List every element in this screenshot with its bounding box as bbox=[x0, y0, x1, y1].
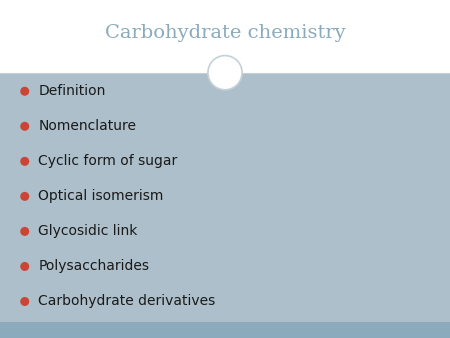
Ellipse shape bbox=[20, 122, 29, 131]
Text: Nomenclature: Nomenclature bbox=[38, 119, 136, 133]
Text: Carbohydrate derivatives: Carbohydrate derivatives bbox=[38, 294, 216, 309]
Ellipse shape bbox=[20, 192, 29, 201]
Text: Optical isomerism: Optical isomerism bbox=[38, 189, 164, 203]
Ellipse shape bbox=[20, 297, 29, 306]
Text: Cyclic form of sugar: Cyclic form of sugar bbox=[38, 154, 177, 168]
Ellipse shape bbox=[20, 262, 29, 271]
Bar bbox=[0, 322, 450, 338]
Text: Definition: Definition bbox=[38, 84, 106, 98]
Ellipse shape bbox=[208, 55, 242, 90]
Bar bbox=[0, 73, 450, 322]
Bar bbox=[0, 0, 450, 73]
Ellipse shape bbox=[20, 227, 29, 236]
Text: Glycosidic link: Glycosidic link bbox=[38, 224, 138, 238]
Ellipse shape bbox=[20, 157, 29, 166]
Ellipse shape bbox=[20, 87, 29, 96]
Text: Carbohydrate chemistry: Carbohydrate chemistry bbox=[105, 24, 345, 42]
Text: Polysaccharides: Polysaccharides bbox=[38, 260, 149, 273]
